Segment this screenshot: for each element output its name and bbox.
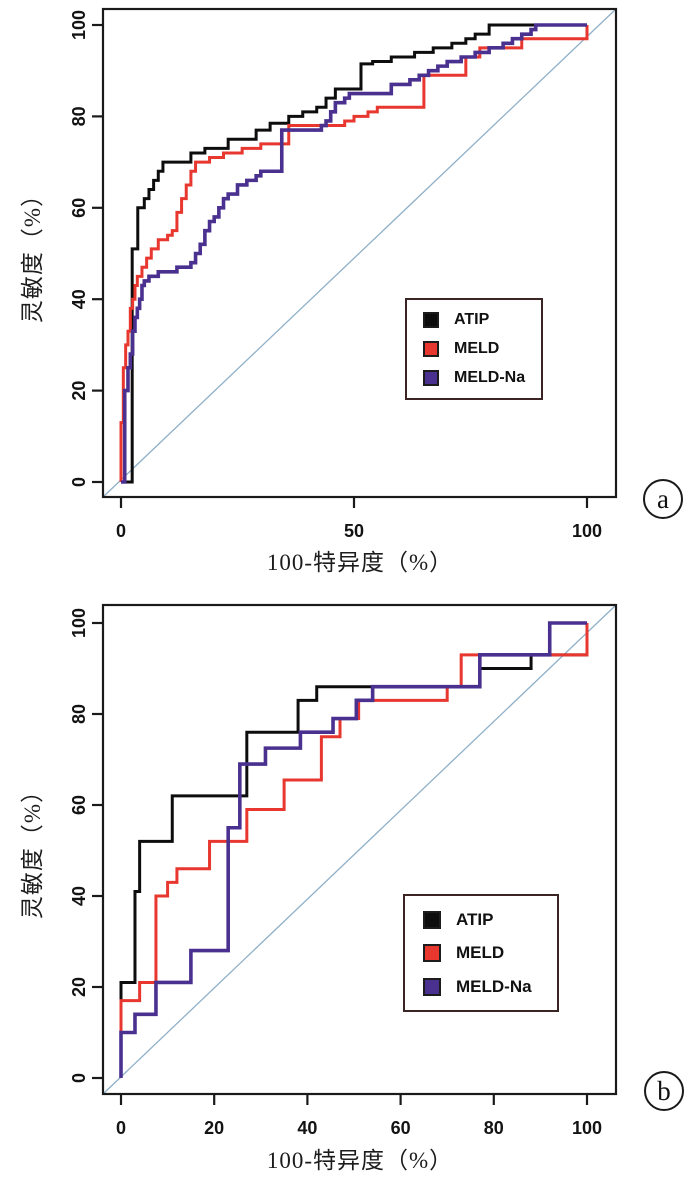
y-tick-label: 60 [69, 795, 89, 815]
y-tick-label: 100 [69, 10, 89, 40]
y-tick-label: 0 [69, 477, 89, 487]
x-tick-label: 80 [484, 1118, 504, 1138]
roc-curve-atip [121, 23, 587, 484]
meld-na-color-swatch [423, 977, 441, 996]
meld-color-swatch [423, 944, 441, 962]
x-tick-label: 0 [116, 521, 126, 541]
atip-color-swatch [423, 312, 439, 328]
plot-box [101, 603, 618, 1096]
y-axis-label-a: 灵敏度（%） [20, 182, 45, 324]
diagonal-reference-line [102, 8, 617, 498]
legend-a: ATIP MELD MELD-Na [405, 298, 543, 400]
legend-label-meld: MELD [456, 943, 505, 962]
y-tick-label: 100 [69, 608, 89, 638]
x-axis-label-b: 100-特异度（%） [266, 1148, 454, 1173]
y-tick-label: 0 [69, 1073, 89, 1083]
legend-label-atip: ATIP [456, 909, 494, 929]
x-tick-label: 40 [297, 1118, 317, 1138]
meld-na-color-swatch [423, 370, 439, 386]
x-tick-label: 100 [572, 521, 602, 541]
y-axis-label-b: 灵敏度（%） [20, 778, 45, 920]
legend-item-meld-na: MELD-Na [423, 369, 541, 387]
y-tick-label: 80 [69, 106, 89, 126]
x-tick-label: 0 [116, 1118, 126, 1138]
legend-label-meld-na: MELD-Na [454, 369, 526, 386]
y-tick-label: 40 [69, 886, 89, 906]
legend-item-meld: MELD [423, 340, 541, 358]
x-tick-label: 60 [391, 1118, 411, 1138]
roc-chart-a: 0 50 100 0 20 40 60 80 100 [69, 7, 618, 541]
roc-chart-b: 0 20 40 60 80 100 0 20 40 60 80 100 [69, 603, 618, 1138]
x-tick-label: 20 [204, 1118, 224, 1138]
legend-item-atip: ATIP [423, 910, 557, 930]
legend-item-meld: MELD [423, 943, 557, 963]
atip-color-swatch [423, 910, 441, 929]
diagonal-reference-line [102, 604, 617, 1095]
y-tick-label: 20 [69, 977, 89, 997]
plot-box [101, 7, 618, 499]
panel-letter-a: a [657, 483, 669, 514]
meld-color-swatch [423, 341, 439, 357]
legend-label-meld-na: MELD-Na [456, 976, 532, 996]
x-tick-label: 100 [572, 1118, 602, 1138]
panel-label-b: b [644, 1071, 684, 1111]
x-axis-label-a: 100-特异度（%） [266, 550, 454, 575]
roc-curve-meld-na [121, 23, 587, 484]
y-tick-label: 20 [69, 381, 89, 401]
y-tick-label: 40 [69, 289, 89, 309]
y-tick-label: 80 [69, 704, 89, 724]
panel-letter-b: b [657, 1075, 671, 1106]
roc-curve-atip [119, 623, 589, 1078]
legend-label-meld: MELD [454, 340, 500, 357]
legend-label-atip: ATIP [454, 311, 490, 328]
legend-item-meld-na: MELD-Na [423, 977, 557, 997]
roc-curve-meld [119, 25, 589, 482]
roc-curve-meld-na [119, 621, 587, 1078]
legend-item-atip: ATIP [423, 311, 541, 329]
roc-curve-meld [119, 623, 589, 1078]
panel-label-a: a [643, 479, 683, 519]
y-tick-label: 60 [69, 198, 89, 218]
x-tick-label: 50 [344, 521, 364, 541]
legend-b: ATIP MELD MELD-Na [403, 894, 559, 1012]
